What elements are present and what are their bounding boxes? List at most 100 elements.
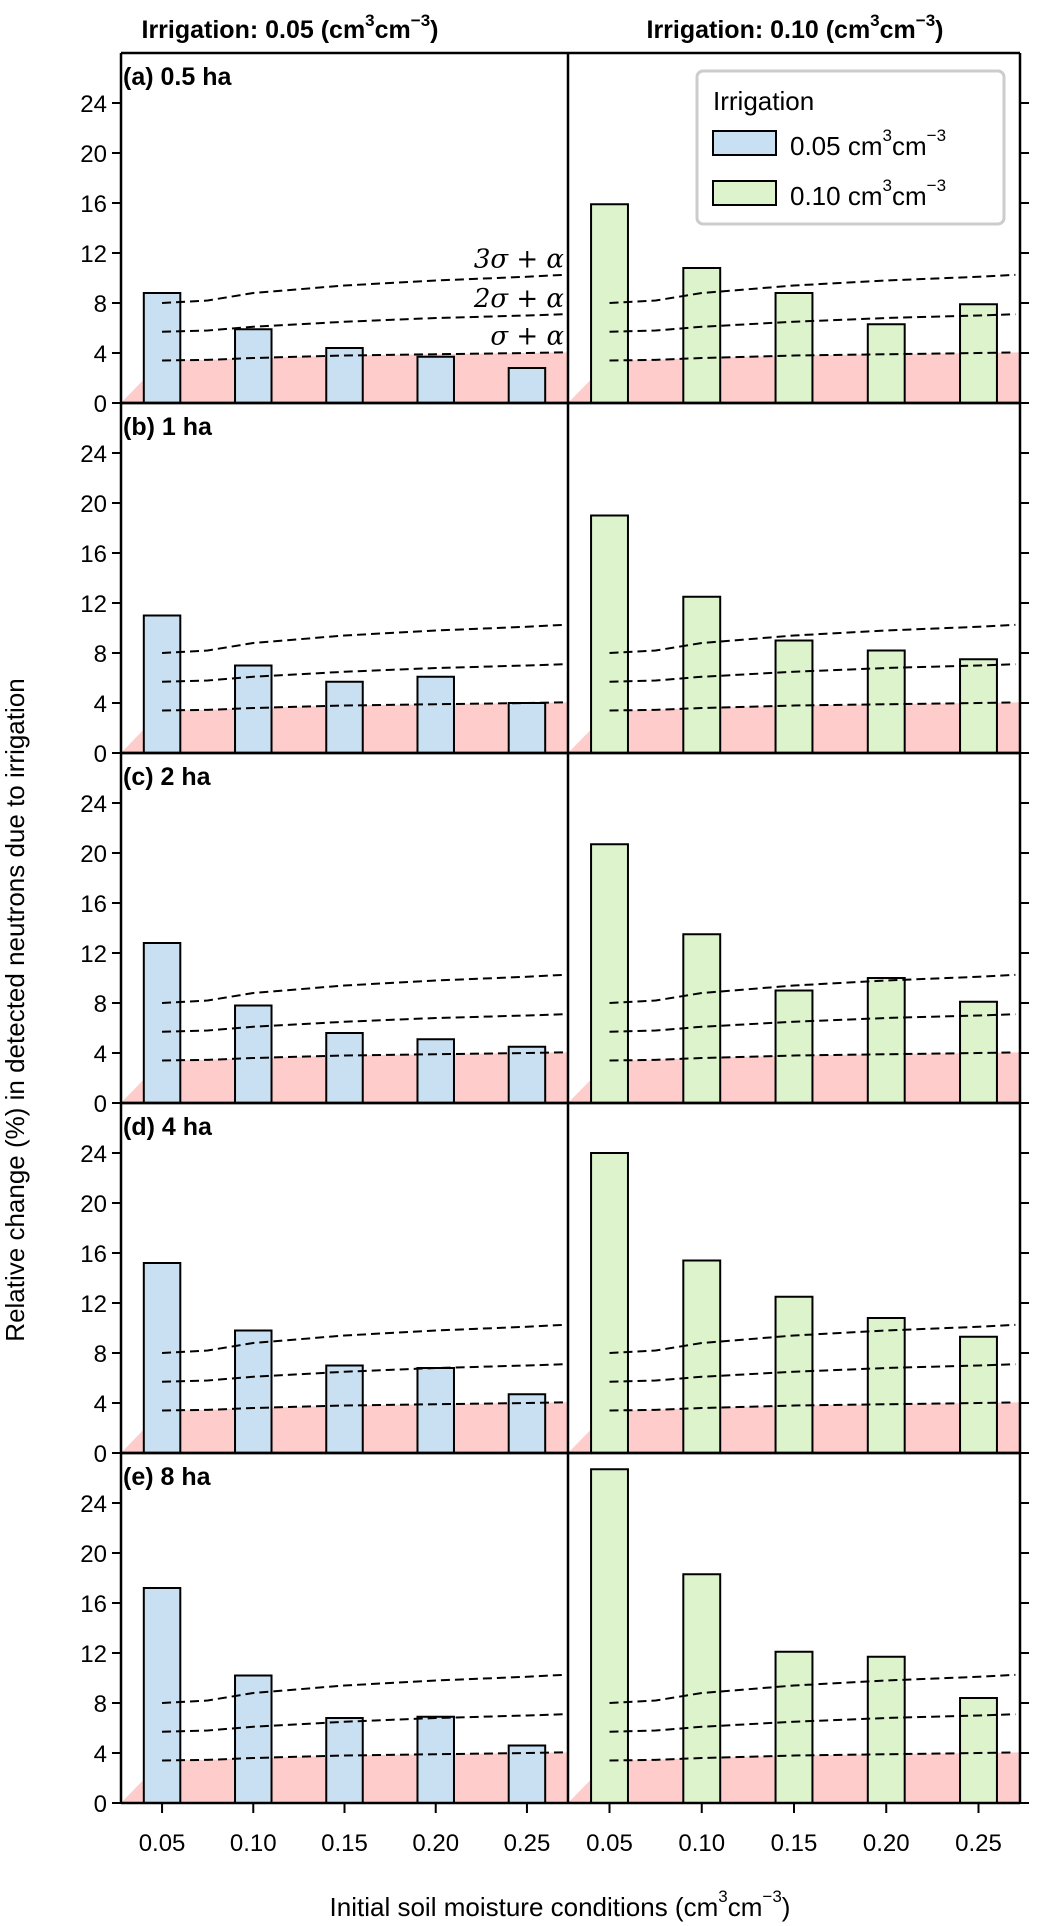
threshold-line-2-sigma-+-alpha (162, 663, 564, 683)
bar-0.15 (774, 1295, 814, 1454)
bar-0.20 (416, 355, 455, 404)
y-tick-label: 16 (80, 191, 107, 218)
bar-0.25 (507, 367, 547, 404)
bar-0.10 (682, 267, 722, 404)
y-tick-label: 0 (94, 1791, 107, 1818)
bar-0.05 (142, 1587, 182, 1804)
threshold-line-2-sigma-+-alpha (162, 1013, 564, 1033)
threshold-line-3-sigma-+-alpha (161, 623, 564, 654)
y-tick-label: 24 (80, 91, 107, 118)
x-tick-label-0.15: 0.15 (771, 1830, 818, 1857)
legend-swatch-0.05 (712, 130, 777, 156)
bar-0.05 (590, 1152, 629, 1454)
column-title-left: Irrigation: 0.05 (cm3cm−3) (142, 11, 439, 44)
bar-0.15 (774, 292, 814, 404)
bar-0.05 (142, 942, 182, 1104)
bar-0.15 (325, 1032, 364, 1104)
threshold-line-3-sigma-+-alpha (161, 973, 564, 1004)
y-tick-label: 24 (80, 791, 107, 818)
y-tick-label: 20 (80, 1541, 107, 1568)
y-tick-label: 20 (80, 1191, 107, 1218)
bar-0.25 (507, 1045, 547, 1104)
subplot-e-col1: 0 4 8 12 16 20 24 0.05 0.10 0.15 0.20 0.25 (80, 1451, 568, 1857)
y-tick-label: 20 (80, 491, 107, 518)
threshold-label-2-sigma-+-alpha: 2σ + α (473, 284, 565, 314)
bar-0.20 (416, 675, 455, 754)
threshold-line-2-sigma-+-alpha (162, 313, 564, 333)
x-tick-label-0.05: 0.05 (139, 1830, 186, 1857)
subplot-b-col1: 0 4 8 12 16 20 24 (80, 401, 568, 768)
column-title-right: Irrigation: 0.10 (cm3cm−3) (647, 11, 944, 44)
bar-0.05 (142, 292, 182, 404)
y-tick-label: 16 (80, 1591, 107, 1618)
x-tick-label-0.10: 0.10 (230, 1830, 277, 1857)
bar-0.25 (959, 1697, 998, 1804)
y-tick-label: 8 (94, 991, 107, 1018)
y-tick-label: 24 (80, 441, 107, 468)
bar-0.10 (682, 595, 722, 754)
bar-0.25 (959, 1335, 998, 1454)
bar-0.25 (507, 702, 547, 754)
bar-0.05 (590, 203, 629, 404)
threshold-line-2-sigma-+-alpha (162, 1363, 564, 1383)
legend-swatch-0.10 (712, 180, 777, 206)
bar-0.20 (866, 1655, 906, 1804)
threshold-line-sigma-+-alpha (162, 351, 564, 362)
bar-0.20 (866, 649, 906, 754)
x-tick-label-0.05: 0.05 (586, 1830, 633, 1857)
bar-0.10 (234, 1004, 273, 1104)
threshold-line-3-sigma-+-alpha (161, 1323, 564, 1354)
y-tick-label: 0 (94, 741, 107, 768)
bar-0.10 (234, 664, 273, 754)
subplot-c-col1: 0 4 8 12 16 20 24 (80, 751, 568, 1118)
y-tick-label: 0 (94, 391, 107, 418)
subplot-d-col1: 0 4 8 12 16 20 24 (80, 1101, 568, 1468)
threshold-label-sigma-+-alpha: σ + α (490, 322, 564, 352)
bar-0.10 (234, 1674, 273, 1804)
panel-label: (e) 8 ha (123, 1463, 212, 1491)
threshold-line-sigma-+-alpha (162, 1751, 564, 1762)
threshold-label-3-sigma-+-alpha: 3σ + α (474, 245, 565, 275)
x-tick-label-0.10: 0.10 (678, 1830, 725, 1857)
y-tick-label: 12 (80, 241, 107, 268)
y-tick-label: 4 (94, 341, 107, 368)
panel-label: (d) 4 ha (123, 1113, 213, 1141)
panel-a: 0 4 8 12 16 20 24 (a) 0.5 ha (80, 51, 1029, 418)
bar-0.20 (416, 1367, 455, 1454)
y-tick-label: 12 (80, 1291, 107, 1318)
bar-0.10 (682, 1259, 722, 1454)
bar-0.05 (590, 843, 629, 1104)
subplot-c-col2 (566, 751, 1029, 1105)
threshold-line-3-sigma-+-alpha (161, 1673, 564, 1704)
y-tick-label: 12 (80, 1641, 107, 1668)
y-tick-label: 4 (94, 1741, 107, 1768)
bar-0.20 (416, 1715, 455, 1804)
y-tick-label: 16 (80, 891, 107, 918)
threshold-line-2-sigma-+-alpha (162, 1713, 564, 1733)
panel-b: 0 4 8 12 16 20 24 (b) 1 ha (80, 401, 1029, 768)
y-tick-label: 24 (80, 1141, 107, 1168)
subplot-b-col2 (566, 401, 1029, 755)
y-tick-label: 16 (80, 541, 107, 568)
bar-0.15 (325, 1717, 364, 1804)
bar-0.10 (682, 933, 722, 1104)
y-tick-label: 8 (94, 291, 107, 318)
bar-0.20 (866, 323, 906, 404)
panel-label: (c) 2 ha (123, 763, 212, 791)
panel-label: (b) 1 ha (123, 413, 213, 441)
bar-0.05 (590, 514, 629, 754)
x-tick-label-0.20: 0.20 (412, 1830, 459, 1857)
y-tick-label: 20 (80, 141, 107, 168)
panel-c: 0 4 8 12 16 20 24 (c) 2 ha (80, 751, 1029, 1118)
y-tick-label: 24 (80, 1491, 107, 1518)
y-axis-title: Relative change (%) in detected neutrons… (0, 678, 30, 1341)
bar-0.05 (142, 614, 182, 754)
legend-title: Irrigation (713, 86, 814, 116)
threshold-line-sigma-+-alpha (162, 701, 564, 712)
bar-0.20 (866, 1317, 906, 1454)
y-tick-label: 4 (94, 1041, 107, 1068)
bar-0.05 (590, 1468, 629, 1804)
x-tick-label-0.20: 0.20 (863, 1830, 910, 1857)
y-tick-label: 4 (94, 691, 107, 718)
